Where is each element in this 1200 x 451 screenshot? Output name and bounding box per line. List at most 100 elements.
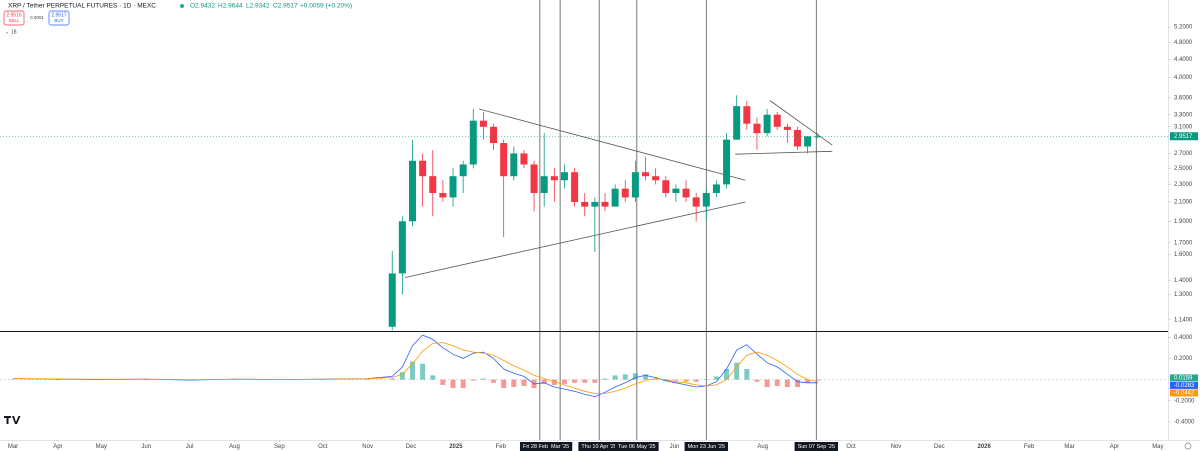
- histogram-bar: [399, 372, 405, 380]
- candle-body: [500, 143, 508, 177]
- y-tick-label: 3.3000: [1174, 112, 1193, 118]
- ohlc-high: H2.9644: [218, 3, 243, 10]
- histogram-bar: [460, 379, 466, 389]
- x-tick-label: Apr: [1110, 444, 1119, 450]
- collapse-icon[interactable]: ⌄: [5, 29, 9, 35]
- y-tick-label: 1.6000: [1174, 252, 1193, 258]
- settings-icon[interactable]: [1184, 442, 1192, 450]
- x-tick-label: Jul: [186, 444, 194, 450]
- histogram-bar: [794, 379, 800, 388]
- y-tick-label: 2.5000: [1174, 166, 1193, 172]
- candle-body: [662, 180, 670, 193]
- candle-body: [621, 188, 629, 198]
- candle-body: [601, 201, 609, 207]
- last-value-box: [1170, 374, 1198, 382]
- x-tick-label: Oct: [846, 444, 856, 450]
- indicator-line: [12, 334, 818, 398]
- y-tick-label: 4.0000: [1174, 75, 1193, 81]
- crosshair-label: Fri 28 Feb '25: [523, 444, 557, 450]
- candle-body: [510, 153, 518, 177]
- histogram-bar: [572, 379, 578, 383]
- x-tick-label: Jun: [670, 444, 680, 450]
- histogram-bar: [420, 363, 426, 380]
- candle-body: [550, 176, 558, 181]
- trendline: [735, 150, 833, 155]
- histogram-bar: [784, 379, 790, 388]
- indicator-count: 18: [11, 29, 17, 35]
- candle-body: [753, 123, 761, 134]
- buy-label: BUY: [54, 18, 63, 23]
- candle-body: [449, 176, 457, 198]
- plot-layer: [0, 0, 1168, 440]
- x-tick-label: 2025: [449, 444, 463, 450]
- candle-body: [631, 172, 639, 198]
- histogram-bar: [713, 376, 719, 380]
- trendline: [405, 201, 746, 278]
- last-value-box: [1170, 381, 1198, 389]
- crosshair-label-box: [615, 442, 659, 451]
- buy-button[interactable]: [48, 10, 70, 26]
- x-tick-label: Sep: [274, 444, 285, 450]
- y-tick-label: 1.4000: [1174, 278, 1193, 284]
- candle-body: [581, 201, 589, 207]
- candle-body: [783, 126, 791, 130]
- histogram-bar: [815, 379, 821, 381]
- ohlc-open: O2.9432: [190, 3, 215, 10]
- histogram-bar: [774, 379, 780, 386]
- candle-body: [793, 129, 801, 147]
- y-tick-label: 2.7000: [1174, 151, 1193, 157]
- x-tick-label: Mar: [8, 444, 18, 450]
- histogram-bar: [491, 379, 497, 383]
- y-tick-label: -0.2000: [1174, 398, 1195, 404]
- candle-body: [408, 160, 416, 222]
- buy-price: 2.9517: [51, 12, 67, 18]
- x-tick-label: May: [1152, 444, 1163, 450]
- histogram-bar: [754, 379, 760, 382]
- candle-body: [419, 160, 427, 177]
- sell-button[interactable]: [3, 10, 25, 26]
- candle-body: [611, 188, 619, 207]
- histogram-bar: [521, 379, 527, 386]
- histogram-bar: [10, 379, 16, 380]
- histogram-bar: [673, 379, 679, 381]
- histogram-bar: [693, 379, 699, 382]
- sell-label: SELL: [8, 18, 20, 23]
- x-tick-label: Feb: [1024, 444, 1035, 450]
- histogram-bar: [724, 369, 730, 380]
- trendline: [769, 100, 833, 146]
- y-tick-label: 5.2000: [1174, 25, 1193, 31]
- y-tick-label: 2.3000: [1174, 182, 1193, 188]
- histogram-bar: [703, 379, 709, 381]
- histogram-bar: [602, 378, 608, 380]
- histogram-bar: [409, 361, 415, 380]
- candle-body: [388, 273, 396, 327]
- y-tick-label: 3.1000: [1174, 124, 1193, 130]
- ohlc-change: +0.0059 (+0.20%): [300, 3, 352, 10]
- candle-body: [642, 172, 650, 177]
- candle-body: [429, 176, 437, 193]
- crosshair-label-box: [548, 442, 573, 451]
- y-tick-label: 4.8000: [1174, 40, 1193, 46]
- candle-body: [814, 136, 822, 138]
- candle-body: [743, 106, 751, 124]
- histogram-bar: [643, 374, 649, 380]
- y-tick-label: 3.6000: [1174, 96, 1193, 102]
- x-tick-label: Dec: [406, 444, 417, 450]
- sell-price: 2.9516: [6, 12, 22, 18]
- crosshair-label: Sun 07 Sep '25: [798, 444, 835, 450]
- histogram-bar: [389, 378, 395, 380]
- histogram-bar: [143, 379, 149, 381]
- histogram-bar: [582, 379, 588, 383]
- histogram-bar: [683, 379, 689, 382]
- histogram-bar: [632, 373, 638, 380]
- histogram-bar: [612, 375, 618, 380]
- ohlc-close: C2.9517: [273, 3, 298, 10]
- trendline: [478, 108, 746, 181]
- candle-body: [520, 153, 528, 165]
- x-tick-label: Nov: [891, 444, 902, 450]
- histogram-bar: [805, 379, 811, 383]
- last-value-label: -0.0442: [1174, 391, 1195, 397]
- x-tick-label: Oct: [318, 444, 328, 450]
